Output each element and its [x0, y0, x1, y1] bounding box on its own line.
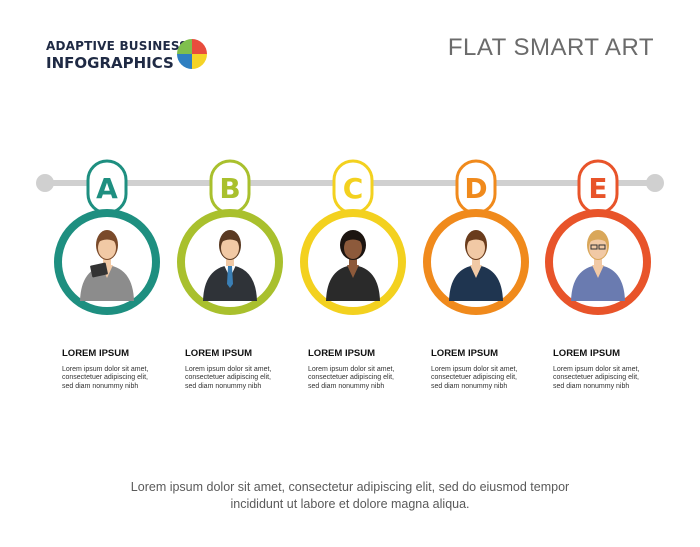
businesswoman-avatar	[449, 230, 503, 301]
step-e-letter: E	[588, 172, 607, 205]
timeline-end-dot	[646, 174, 664, 192]
step-c-line-2: consectetuer adipiscing elit,	[308, 374, 394, 382]
step-c-body: Lorem ipsum dolor sit amet, consectetuer…	[308, 366, 408, 391]
logo-segment-yellow	[192, 54, 207, 69]
logo-segment-blue	[177, 54, 192, 69]
step-d-body: Lorem ipsum dolor sit amet, consectetuer…	[431, 366, 531, 391]
page-title: FLAT SMART ART	[447, 34, 654, 61]
step-d-line-2: consectetuer adipiscing elit,	[431, 374, 517, 382]
brand-block: ADAPTIVE BUSINESS INFOGRAPHICS	[46, 39, 188, 72]
footer-line-1: Lorem ipsum dolor sit amet, consectetur …	[130, 480, 570, 494]
step-d-heading: LOREM IPSUM	[431, 348, 499, 359]
step-b-letter: B	[219, 172, 240, 205]
steps-layer: A B C D E	[54, 159, 651, 315]
step-c-letter: C	[343, 172, 364, 205]
step-b-line-3: sed diam nonummy nibh	[185, 382, 262, 390]
businesswoman-arms-crossed-avatar	[326, 230, 380, 301]
step-b-body: Lorem ipsum dolor sit amet, consectetuer…	[185, 366, 285, 391]
step-a-line-2: consectetuer adipiscing elit,	[62, 374, 148, 382]
step-c-text: LOREM IPSUM Lorem ipsum dolor sit amet, …	[308, 348, 408, 391]
step-e-body: Lorem ipsum dolor sit amet, consectetuer…	[553, 366, 653, 391]
step-d-text: LOREM IPSUM Lorem ipsum dolor sit amet, …	[431, 348, 531, 391]
step-c-line-3: sed diam nonummy nibh	[308, 382, 385, 390]
timeline-start-dot	[36, 174, 54, 192]
businessman-avatar	[203, 230, 257, 301]
step-e-heading: LOREM IPSUM	[553, 348, 621, 359]
step-e-line-1: Lorem ipsum dolor sit amet,	[553, 366, 640, 373]
step-a-heading: LOREM IPSUM	[62, 348, 130, 359]
step-d-letter: D	[464, 172, 487, 205]
step-e-line-2: consectetuer adipiscing elit,	[553, 374, 639, 382]
step-b-line-1: Lorem ipsum dolor sit amet,	[185, 366, 272, 373]
step-a: A	[54, 159, 160, 315]
step-e: E	[545, 159, 651, 315]
step-a-line-3: sed diam nonummy nibh	[62, 382, 139, 390]
brand-line-1: ADAPTIVE BUSINESS	[46, 39, 189, 53]
step-e-text: LOREM IPSUM Lorem ipsum dolor sit amet, …	[553, 348, 653, 391]
woman-with-glasses-avatar	[571, 230, 625, 301]
step-b-heading: LOREM IPSUM	[185, 348, 253, 359]
woman-with-tablet-avatar	[80, 230, 134, 301]
step-c: C	[300, 159, 406, 315]
step-a-body: Lorem ipsum dolor sit amet, consectetuer…	[62, 366, 162, 391]
step-a-text: LOREM IPSUM Lorem ipsum dolor sit amet, …	[62, 348, 162, 391]
step-e-line-3: sed diam nonummy nibh	[553, 382, 630, 390]
brand-pie-logo-icon	[177, 39, 207, 69]
step-b-line-2: consectetuer adipiscing elit,	[185, 374, 271, 382]
step-c-heading: LOREM IPSUM	[308, 348, 376, 359]
step-c-line-1: Lorem ipsum dolor sit amet,	[308, 366, 395, 373]
step-b: B	[177, 159, 283, 315]
footer-text: Lorem ipsum dolor sit amet, consectetur …	[0, 479, 700, 513]
step-d-line-1: Lorem ipsum dolor sit amet,	[431, 366, 518, 373]
step-b-text: LOREM IPSUM Lorem ipsum dolor sit amet, …	[185, 348, 285, 391]
logo-segment-red	[192, 39, 207, 54]
step-a-letter: A	[96, 172, 118, 205]
logo-segment-green	[177, 39, 192, 54]
footer-line-2: incididunt ut labore et dolore magna ali…	[230, 497, 470, 511]
step-d-line-3: sed diam nonummy nibh	[431, 382, 508, 390]
step-d: D	[423, 159, 529, 315]
step-a-line-1: Lorem ipsum dolor sit amet,	[62, 366, 149, 373]
brand-line-2: INFOGRAPHICS	[46, 54, 174, 72]
